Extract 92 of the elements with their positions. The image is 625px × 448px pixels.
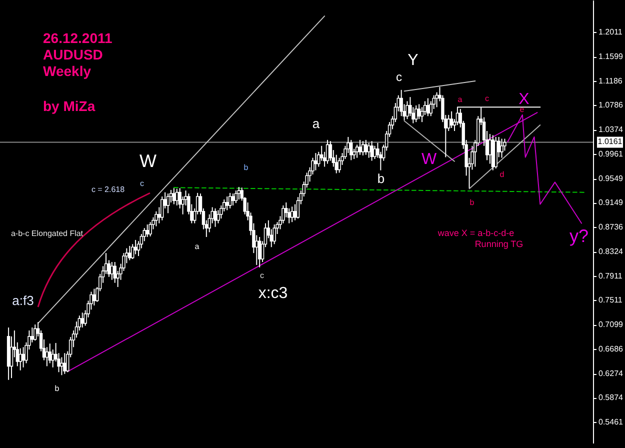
y-tick-label: 1.2011	[598, 28, 623, 37]
annotation: d	[500, 170, 504, 179]
candlestick	[63, 352, 66, 374]
annotation: wave X = a-b-c-d-e	[436, 228, 514, 238]
annotation: y?	[569, 226, 589, 246]
y-tick-label: 0.9549	[598, 174, 624, 184]
candlestick	[314, 152, 318, 171]
candlestick	[334, 154, 338, 174]
candlestick	[225, 196, 229, 211]
ref-line-label: 1.0161	[598, 137, 623, 146]
candlestick	[216, 210, 220, 224]
text: 26.12.2011 AUDUSD Weekly	[43, 30, 113, 79]
candlestick	[128, 245, 132, 261]
y-tick-label: 0.5461	[598, 418, 624, 427]
candlestick	[34, 324, 37, 342]
annotation: Running TG	[474, 239, 524, 249]
candlestick	[447, 114, 450, 132]
candlestick	[113, 261, 116, 284]
y-tick-label: 1.0786	[598, 100, 624, 110]
y-tick-label: 0.5874	[598, 393, 624, 402]
candlestick	[358, 139, 362, 156]
y-tick-label: 1.1599	[598, 52, 624, 62]
candlestick	[214, 208, 217, 228]
annotation: b	[244, 163, 249, 172]
candlestick	[228, 192, 232, 209]
y-tick-label: 0.9149	[598, 198, 624, 208]
annotation: a-b-c Elongated Flat	[10, 229, 84, 238]
candlestick	[370, 140, 374, 162]
annotation: Y	[408, 52, 419, 69]
annotation: a	[312, 116, 320, 131]
annotation: b	[377, 171, 385, 186]
candlestick	[237, 186, 241, 200]
candlestick	[400, 89, 403, 117]
candlestick	[364, 139, 368, 156]
y-tick-label: 0.6686	[598, 344, 624, 354]
candlestick	[48, 343, 52, 364]
y-tick-label: 1.1186	[598, 76, 623, 86]
candlestick	[488, 133, 492, 164]
candlestick	[172, 188, 176, 205]
candlestick	[406, 100, 409, 120]
candlestick	[160, 196, 164, 221]
annotation: x:c3	[258, 285, 288, 302]
candlestick	[293, 204, 297, 221]
candlestick	[22, 346, 25, 368]
candlestick	[134, 239, 138, 255]
candlestick	[355, 144, 359, 158]
candlestick	[426, 98, 430, 117]
annotation: c	[485, 94, 489, 103]
candlestick	[258, 236, 262, 268]
candlestick	[290, 206, 294, 223]
annotation: a:f3	[12, 293, 34, 308]
candlestick	[500, 138, 504, 158]
annotation: b	[54, 384, 60, 393]
candlestick	[234, 190, 238, 204]
annotation: c = 2.618	[91, 185, 126, 194]
candlestick	[80, 312, 84, 328]
y-tick-label: 0.8736	[598, 222, 624, 232]
y-tick-label: 0.8324	[598, 247, 624, 256]
candlestick	[417, 104, 421, 120]
candlestick	[154, 210, 158, 227]
candlestick	[350, 139, 353, 161]
annotation: b	[470, 198, 475, 207]
annotation: c	[140, 179, 144, 188]
text: by MiZa	[43, 98, 96, 114]
candlestick	[326, 139, 330, 164]
y-tick-label: 0.7911	[598, 272, 623, 281]
candlestick	[166, 193, 170, 214]
candlestick	[148, 222, 152, 237]
annotation: a	[194, 242, 200, 251]
candlestick	[231, 193, 235, 206]
candlestick	[450, 110, 454, 129]
annotation: e	[520, 105, 525, 114]
annotation: c	[260, 271, 264, 280]
candlestick	[146, 224, 149, 238]
candlestick	[130, 244, 134, 260]
candlestick	[92, 288, 96, 306]
candlestick	[338, 157, 341, 174]
candlestick	[45, 346, 49, 367]
y-tick-label: 0.7099	[598, 320, 624, 330]
y-tick-label: 0.6274	[598, 369, 624, 378]
y-tick-label: 0.9961	[598, 150, 624, 159]
annotation: W	[421, 151, 438, 168]
annotation: X	[518, 91, 530, 108]
candlestick	[30, 326, 34, 343]
annotation: c	[396, 70, 402, 84]
candlestick	[361, 140, 365, 156]
annotation: W	[140, 151, 156, 171]
annotation: a	[458, 95, 463, 104]
y-tick-label: 0.7511	[598, 296, 623, 305]
candlestick	[272, 224, 276, 245]
candlestick	[110, 261, 114, 280]
y-tick-label: 1.0374	[598, 125, 624, 134]
